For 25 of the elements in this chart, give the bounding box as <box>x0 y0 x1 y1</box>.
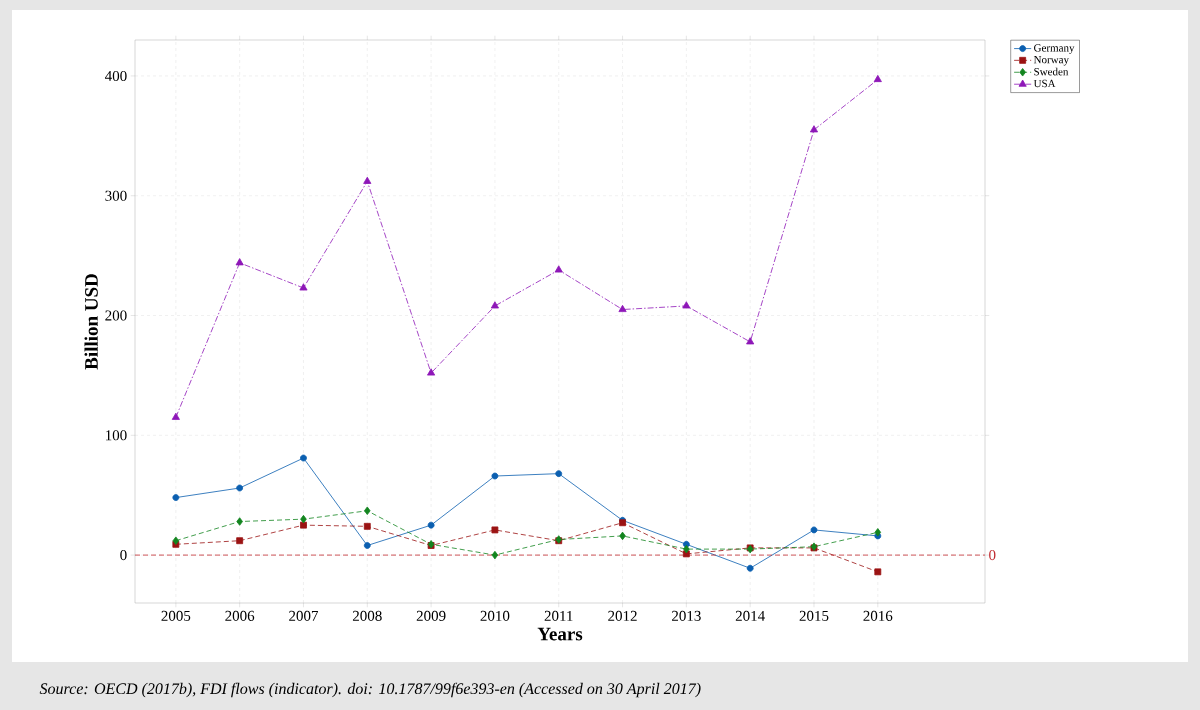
x-tick-label: 2005 <box>161 610 191 621</box>
legend-label: Norway <box>1033 55 1069 66</box>
x-tick-label: 2015 <box>799 610 829 621</box>
ref-line-label: 0 <box>989 550 996 561</box>
y-axis-title: Billion USD <box>84 274 98 370</box>
x-tick-label: 2014 <box>735 610 765 621</box>
legend-label: Germany <box>1034 44 1075 54</box>
x-tick-label: 2006 <box>225 610 255 621</box>
y-tick-label: 200 <box>105 310 127 321</box>
y-tick-label: 100 <box>106 430 127 441</box>
y-tick-label: 0 <box>120 550 127 561</box>
text: Source: OECD (2017b), FDI flows (indicator). doi: 10.1787/99f6e393-en (Accessed on 30 April 2017) <box>39 682 701 698</box>
x-tick-label: 2009 <box>416 610 446 621</box>
x-tick-label: 2013 <box>672 610 701 621</box>
y-tick-label: 300 <box>105 190 127 201</box>
legend-label: Sweden <box>1034 67 1069 76</box>
legend-label: USA <box>1033 79 1056 88</box>
x-tick-label: 2008 <box>352 610 382 621</box>
x-tick-label: 2012 <box>608 610 637 621</box>
y-tick-label: 400 <box>105 70 127 81</box>
x-tick-label: 2010 <box>480 610 510 621</box>
x-tick-label: 2007 <box>289 610 319 621</box>
x-tick-label: 2016 <box>863 610 893 621</box>
x-axis-title: Years <box>537 627 583 641</box>
x-tick-label: 2011 <box>544 610 573 621</box>
